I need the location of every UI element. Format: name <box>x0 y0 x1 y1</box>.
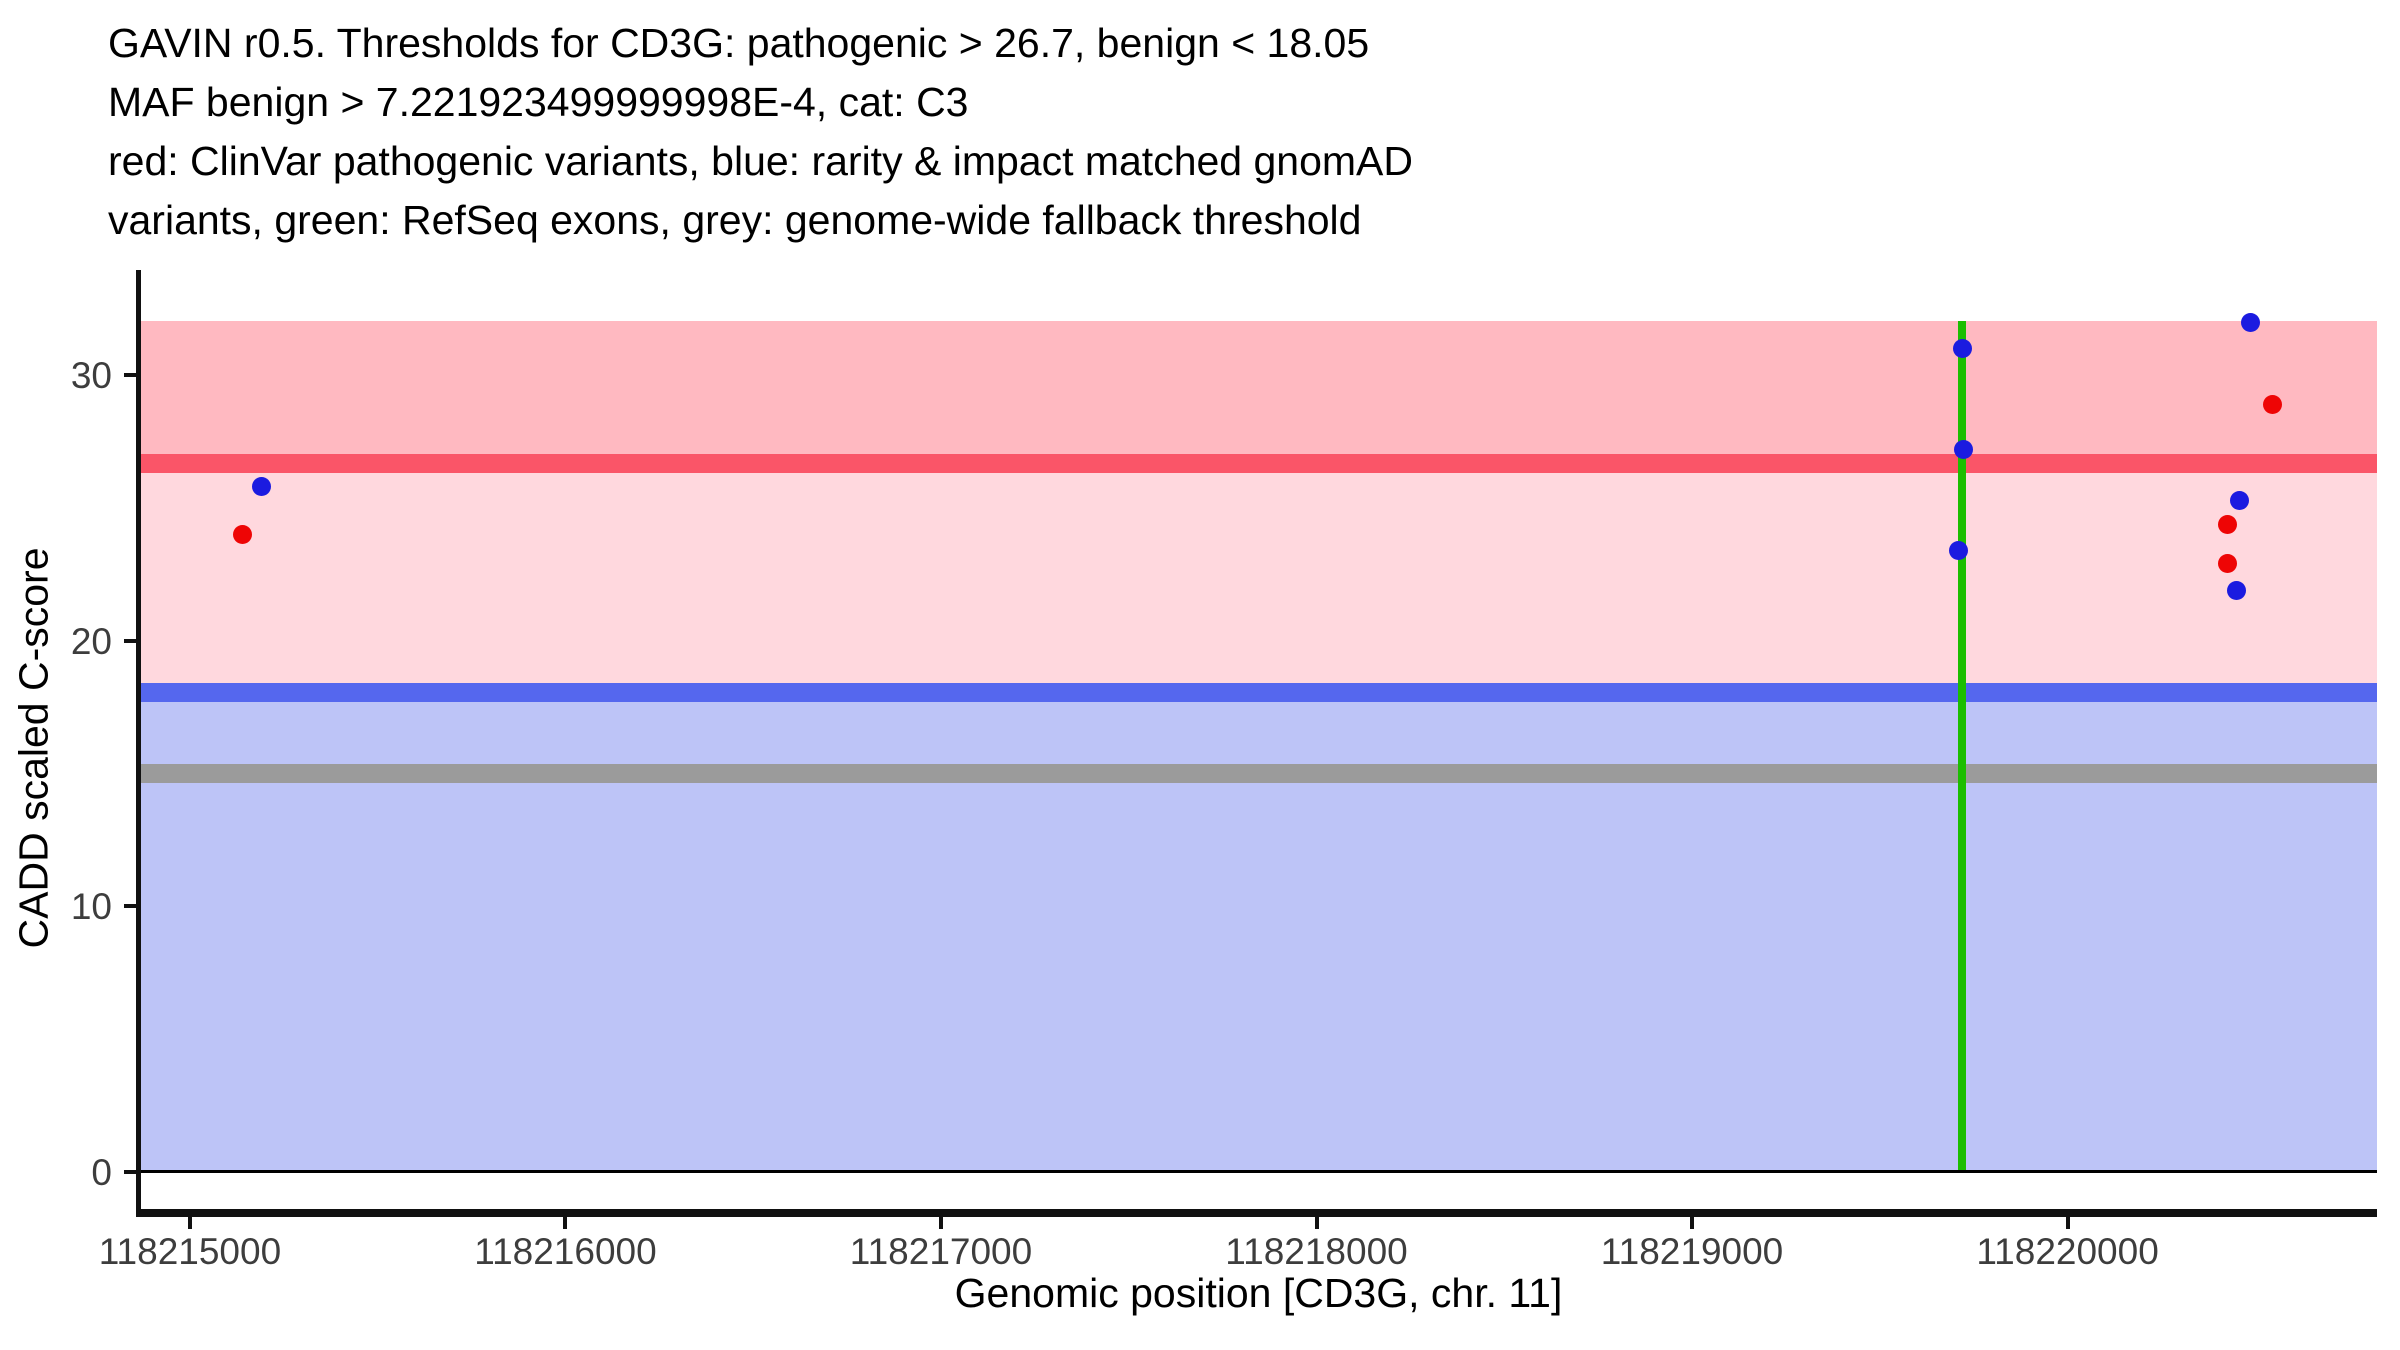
variant-point-gnomad <box>1954 440 1974 460</box>
variant-point-clinvar <box>2218 554 2238 574</box>
variant-point-clinvar <box>233 525 253 545</box>
x-axis-line <box>136 1209 2377 1217</box>
x-tick <box>1690 1216 1695 1229</box>
region-pathogenic-region <box>140 321 2377 464</box>
variant-point-gnomad <box>2230 490 2250 510</box>
title-line-4: variants, green: RefSeq exons, grey: gen… <box>108 197 1362 243</box>
x-tick-label: 118216000 <box>474 1231 657 1272</box>
y-tick-label: 30 <box>70 355 112 397</box>
title-line-2: MAF benign > 7.221923499999998E-4, cat: … <box>108 79 969 125</box>
y-axis-line <box>136 270 141 1217</box>
x-tick-label: 118220000 <box>1976 1231 2159 1272</box>
x-tick <box>1314 1216 1319 1229</box>
refseq-exon-line <box>1958 321 1967 1172</box>
y-tick-label: 0 <box>91 1152 112 1193</box>
x-tick-label: 118219000 <box>1600 1231 1784 1272</box>
x-tick <box>187 1216 192 1229</box>
x-tick <box>2065 1216 2070 1229</box>
x-tick-label: 118215000 <box>98 1231 282 1272</box>
title-line-3: red: ClinVar pathogenic variants, blue: … <box>108 138 1414 184</box>
variant-point-gnomad <box>1952 339 1972 359</box>
variant-point-gnomad <box>1949 541 1969 561</box>
region-vus-region <box>140 463 2377 693</box>
y-axis-label: CADD scaled C-score <box>10 547 57 949</box>
plot-panel <box>140 312 2377 1173</box>
x-tick-label: 118217000 <box>849 1231 1033 1272</box>
variant-point-clinvar <box>2263 395 2283 415</box>
zero-baseline <box>140 1170 2377 1173</box>
variant-point-gnomad <box>2227 581 2247 600</box>
x-tick <box>563 1216 568 1229</box>
variant-point-clinvar <box>2218 514 2238 534</box>
pathogenic-threshold-bar <box>140 453 2377 473</box>
plot-title: GAVIN r0.5. Thresholds for CD3G: pathoge… <box>108 14 1413 250</box>
genome-wide-fallback-threshold-bar <box>140 764 2377 784</box>
variant-point-gnomad <box>251 477 271 497</box>
x-tick <box>938 1216 943 1229</box>
title-line-1: GAVIN r0.5. Thresholds for CD3G: pathoge… <box>108 20 1370 66</box>
variant-point-gnomad <box>2240 312 2260 332</box>
x-tick-label: 118218000 <box>1225 1231 1408 1272</box>
x-axis-label: Genomic position [CD3G, chr. 11] <box>954 1270 1563 1316</box>
benign-threshold-bar <box>140 683 2377 703</box>
